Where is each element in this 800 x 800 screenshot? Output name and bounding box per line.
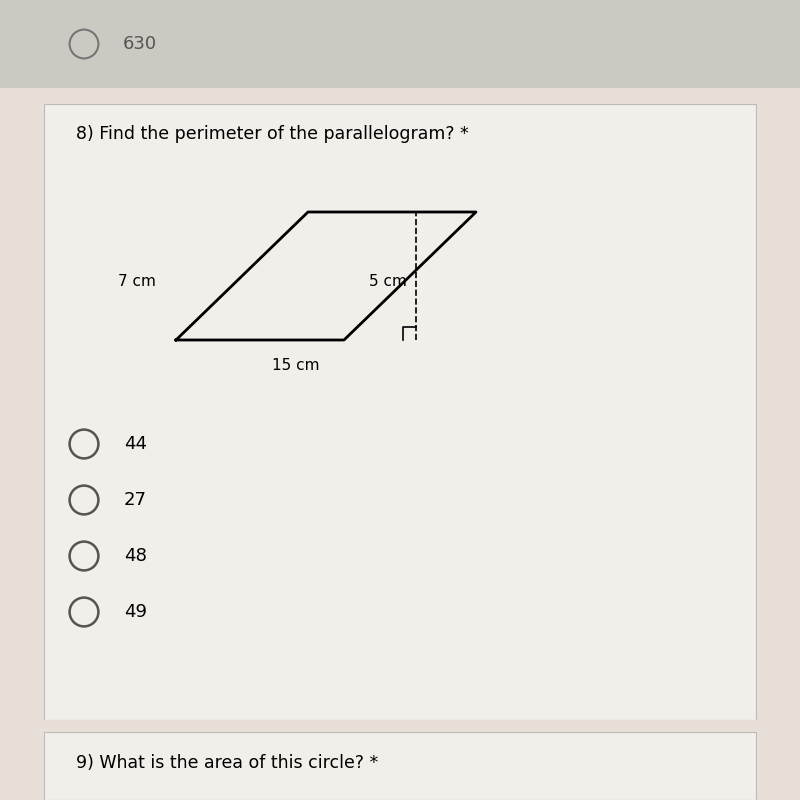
FancyBboxPatch shape xyxy=(44,732,756,800)
Text: 27: 27 xyxy=(124,491,147,509)
Text: 5 cm: 5 cm xyxy=(369,274,406,289)
Text: 44: 44 xyxy=(124,435,147,453)
Text: 49: 49 xyxy=(124,603,147,621)
Text: 15 cm: 15 cm xyxy=(272,358,320,373)
FancyBboxPatch shape xyxy=(0,0,800,88)
Text: 7 cm: 7 cm xyxy=(118,274,156,289)
Text: 8) Find the perimeter of the parallelogram? *: 8) Find the perimeter of the parallelogr… xyxy=(76,126,469,143)
FancyBboxPatch shape xyxy=(44,104,756,720)
FancyBboxPatch shape xyxy=(0,720,800,736)
Text: 48: 48 xyxy=(124,547,147,565)
Text: 9) What is the area of this circle? *: 9) What is the area of this circle? * xyxy=(76,754,378,771)
Text: 630: 630 xyxy=(122,35,157,53)
